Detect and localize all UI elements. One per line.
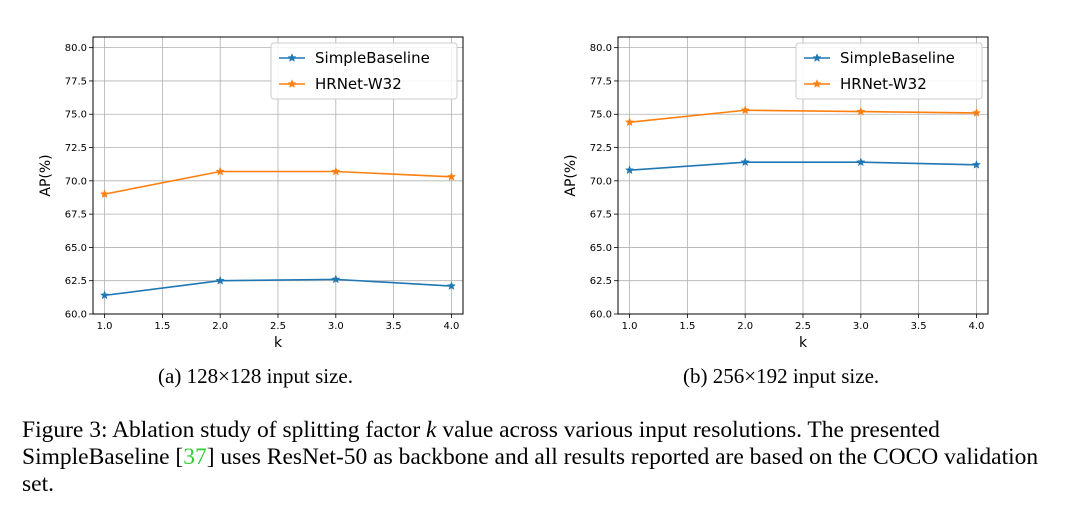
data-point-1: [331, 166, 341, 176]
subcaption-a-label: (a): [158, 364, 182, 388]
legend-box: [795, 42, 983, 100]
legend-label-0: SimpleBaseline: [315, 49, 430, 67]
legend-box: [270, 42, 458, 100]
x-tick-label: 3.0: [853, 321, 869, 332]
y-tick-label: 60.0: [65, 310, 87, 321]
series-line-1: [629, 109, 977, 124]
legend-label-1: HRNet-W32: [840, 75, 927, 93]
caption-prefix: Figure 3: Ablation study of splitting fa…: [22, 417, 427, 443]
x-tick-label: 3.5: [386, 321, 402, 332]
y-tick-label: 60.0: [590, 310, 612, 321]
y-tick-label: 67.5: [590, 210, 612, 221]
y-tick-label: 75.0: [590, 110, 612, 121]
y-axis-label: AP(%): [563, 154, 579, 196]
x-tick-label: 1.5: [679, 321, 695, 332]
caption-middle: value across various input resolutions. …: [22, 417, 940, 470]
data-point-0: [740, 157, 750, 167]
data-point-0: [331, 274, 341, 284]
y-tick-label: 70.0: [590, 176, 612, 187]
x-tick-label: 1.0: [97, 321, 113, 332]
series-line-1: [104, 170, 452, 195]
legend-marker-1: [812, 79, 822, 88]
data-point-1: [971, 108, 982, 117]
plot-frame: [617, 36, 989, 315]
y-tick-label: 75.0: [65, 110, 87, 121]
figure-caption: Figure 3: Ablation study of splitting fa…: [22, 417, 1062, 498]
series-line-0: [104, 278, 452, 297]
x-tick-label: 3.5: [911, 321, 927, 332]
y-axis-label: AP(%): [38, 154, 54, 196]
legend-marker-0: [287, 53, 297, 62]
x-tick-label: 1.0: [622, 321, 638, 332]
data-point-0: [446, 281, 457, 290]
x-tick-label: 2.5: [795, 321, 811, 332]
data-point-0: [971, 159, 982, 169]
y-tick-label: 65.0: [65, 243, 87, 254]
data-point-1: [99, 189, 110, 199]
data-point-0: [215, 275, 225, 285]
x-tick-label: 4.0: [968, 321, 984, 332]
y-tick-label: 62.5: [590, 276, 612, 287]
caption-variable: k: [426, 417, 437, 443]
x-tick-label: 1.5: [154, 321, 170, 332]
y-tick-label: 80.0: [590, 43, 612, 54]
x-tick-label: 2.0: [212, 321, 228, 332]
y-tick-label: 77.5: [65, 76, 87, 87]
x-tick-label: 3.0: [328, 321, 344, 332]
data-point-0: [856, 157, 866, 167]
y-tick-label: 77.5: [590, 76, 612, 87]
x-axis-label: k: [799, 335, 808, 351]
data-point-1: [624, 117, 635, 127]
subcaption-b-label: (b): [683, 364, 708, 388]
y-tick-label: 62.5: [65, 276, 87, 287]
subcaption-a-text: 128×128 input size.: [186, 364, 353, 388]
legend-marker-1: [287, 79, 297, 88]
chart-a: 1.0 1.5 2.0 2.5 3.0 3.5 4.0 60.0 62.5 65.0 67.5 70.…: [38, 36, 464, 351]
data-point-1: [740, 105, 750, 115]
legend-label-0: SimpleBaseline: [840, 49, 955, 67]
subcaption-b: (b) 256×192 input size.: [683, 364, 879, 389]
x-axis-label: k: [274, 335, 283, 351]
data-point-0: [99, 290, 110, 300]
data-point-1: [215, 166, 225, 176]
y-tick-label: 70.0: [65, 176, 87, 187]
citation-link[interactable]: 37: [183, 444, 207, 470]
y-tick-label: 67.5: [65, 210, 87, 221]
chart-b: 1.0 1.5 2.0 2.5 3.0 3.5 4.0 60.0 62.5 65.0 67.5 70.…: [563, 36, 989, 351]
x-tick-label: 4.0: [443, 321, 459, 332]
y-tick-label: 72.5: [590, 143, 612, 154]
y-tick-label: 65.0: [590, 243, 612, 254]
subcaption-b-text: 256×192 input size.: [712, 364, 880, 388]
series-line-0: [629, 161, 977, 171]
data-point-1: [856, 106, 866, 116]
x-tick-label: 2.0: [737, 321, 753, 332]
legend-label-1: HRNet-W32: [315, 75, 402, 93]
plot-frame: [92, 36, 464, 315]
y-tick-label: 80.0: [65, 43, 87, 54]
data-point-0: [624, 165, 635, 175]
subcaption-a: (a) 128×128 input size.: [158, 364, 353, 389]
legend-marker-0: [812, 53, 822, 62]
x-tick-label: 2.5: [270, 321, 286, 332]
y-tick-label: 72.5: [65, 143, 87, 154]
caption-suffix: ] uses ResNet-50 as backbone and all res…: [22, 444, 1039, 497]
data-point-1: [446, 171, 457, 181]
